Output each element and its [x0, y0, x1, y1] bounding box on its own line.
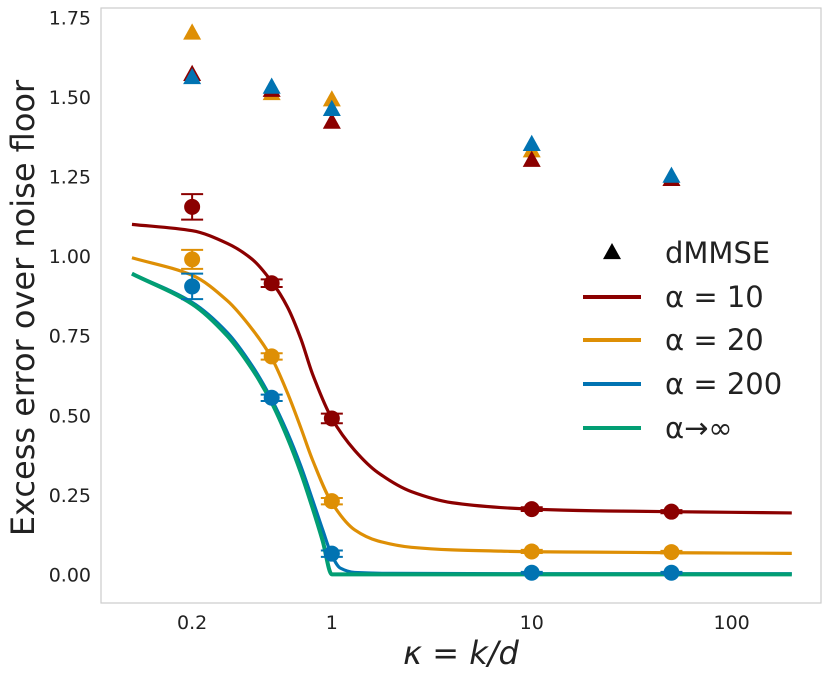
data-point: [663, 544, 680, 561]
data-point: [323, 410, 340, 427]
x-tick-labels: 0.2 1 10 100: [177, 612, 750, 634]
y-tick-label: 1.25: [49, 167, 91, 189]
y-tick-label: 0.25: [49, 485, 91, 507]
data-point: [263, 389, 280, 406]
data-point: [263, 348, 280, 365]
legend-marker: [603, 242, 621, 260]
y-tick-label: 0.00: [49, 564, 91, 586]
curve-line: [131, 256, 792, 555]
data-point: [663, 503, 680, 520]
legend-label: α = 20: [665, 323, 764, 357]
dmmse-marker: [183, 67, 202, 85]
y-tick-label: 1.50: [49, 87, 91, 109]
y-tick-label: 1.00: [49, 246, 91, 268]
dmmse-marker: [522, 150, 541, 167]
data-point: [184, 251, 201, 268]
x-tick-label: 0.2: [177, 612, 207, 634]
legend-label: α = 10: [665, 280, 764, 314]
markers-layer: [181, 23, 683, 581]
curve-line: [131, 271, 792, 577]
x-tick-label: 10: [520, 612, 544, 634]
legend-label: α = 200: [665, 367, 782, 401]
data-point: [323, 493, 340, 510]
x-axis-title: κ = k/d: [403, 634, 519, 672]
dmmse-marker: [522, 134, 541, 151]
data-point: [523, 543, 540, 560]
dmmse-marker: [262, 77, 281, 94]
data-point: [663, 564, 680, 581]
x-tick-label: 100: [713, 612, 749, 634]
legend-label: α→∞: [665, 411, 733, 445]
dmmse-marker: [183, 23, 202, 40]
y-tick-label: 0.75: [49, 326, 91, 348]
dmmse-marker: [322, 99, 341, 116]
curves-layer: [131, 222, 792, 577]
dmmse-marker: [322, 90, 341, 107]
legend-label: dMMSE: [665, 236, 770, 270]
dmmse-marker: [322, 112, 341, 129]
data-point: [323, 545, 340, 562]
y-axis-title: Excess error over noise floor: [4, 79, 42, 536]
data-point: [263, 275, 280, 292]
curve-line: [131, 222, 792, 515]
legend: dMMSE α = 10 α = 20 α = 200 α→∞: [583, 236, 782, 445]
y-tick-labels: 0.00 0.25 0.50 0.75 1.00 1.25 1.50 1.75: [49, 8, 91, 587]
data-point: [523, 501, 540, 518]
dmmse-marker: [662, 166, 681, 183]
y-tick-label: 0.50: [49, 405, 91, 427]
x-tick-label: 1: [326, 612, 338, 634]
data-point: [184, 278, 201, 295]
data-point: [184, 198, 201, 215]
data-point: [523, 564, 540, 581]
y-tick-label: 1.75: [49, 8, 91, 30]
